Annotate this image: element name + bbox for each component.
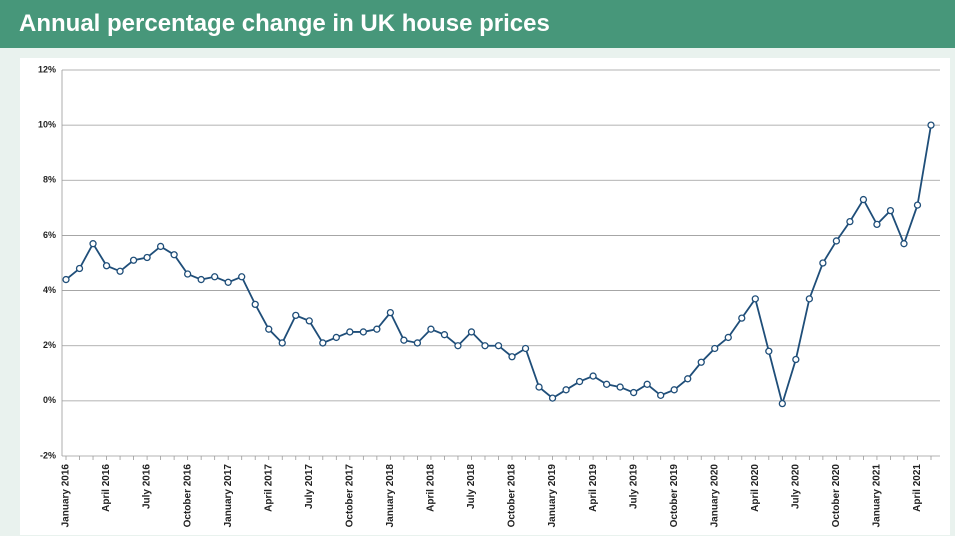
- x-tick-label: April 2016: [101, 464, 112, 512]
- marker: [886, 206, 895, 215]
- x-tick-label: January 2017: [223, 464, 234, 528]
- marker: [359, 328, 367, 336]
- x-tick-label: January 2021: [872, 464, 883, 528]
- x-tick-label: April 2017: [263, 464, 274, 512]
- marker: [156, 242, 165, 251]
- marker: [292, 311, 300, 320]
- marker: [805, 295, 814, 303]
- x-tick-label: January 2018: [385, 464, 396, 528]
- marker: [238, 273, 246, 281]
- x-tick-label: October 2020: [831, 464, 842, 528]
- marker: [89, 240, 97, 248]
- marker: [183, 270, 192, 278]
- y-tick-label: 4%: [43, 285, 56, 295]
- marker: [454, 342, 462, 350]
- marker: [724, 333, 732, 342]
- marker: [143, 253, 151, 262]
- x-tick-label: October 2017: [344, 464, 355, 528]
- marker: [819, 259, 827, 267]
- marker: [832, 237, 841, 245]
- marker: [75, 264, 84, 273]
- x-tick-label: October 2018: [507, 464, 518, 528]
- chart-title: Annual percentage change in UK house pri…: [0, 0, 955, 48]
- marker: [792, 355, 800, 364]
- marker: [129, 256, 138, 264]
- marker: [265, 325, 273, 333]
- marker: [630, 388, 638, 397]
- x-tick-label: July 2018: [466, 464, 477, 509]
- marker: [684, 375, 692, 383]
- marker: [467, 328, 476, 336]
- y-tick-label: 2%: [43, 340, 56, 350]
- marker: [643, 380, 651, 388]
- marker: [197, 275, 205, 284]
- marker: [900, 240, 908, 248]
- marker: [251, 300, 259, 309]
- y-tick-label: 10%: [38, 120, 56, 130]
- marker: [481, 342, 489, 350]
- marker: [846, 217, 854, 226]
- x-tick-label: April 2019: [588, 464, 599, 512]
- marker: [521, 344, 530, 353]
- x-tick-label: July 2019: [628, 464, 639, 509]
- marker: [548, 394, 557, 402]
- y-tick-label: 0%: [43, 395, 56, 405]
- marker: [305, 317, 313, 325]
- marker: [494, 342, 503, 350]
- y-tick-label: 6%: [43, 230, 56, 240]
- marker: [413, 339, 422, 347]
- x-tick-label: July 2016: [142, 464, 153, 509]
- x-tick-label: January 2019: [547, 464, 558, 528]
- x-tick-label: January 2016: [61, 464, 72, 528]
- x-tick-label: April 2020: [750, 464, 761, 512]
- marker: [440, 331, 449, 339]
- marker: [400, 336, 408, 344]
- y-tick-label: 12%: [38, 64, 56, 74]
- marker: [738, 314, 746, 322]
- x-tick-label: July 2020: [790, 464, 801, 509]
- marker: [751, 295, 759, 303]
- marker: [575, 377, 584, 386]
- marker: [508, 353, 516, 361]
- marker: [211, 273, 219, 281]
- marker: [778, 399, 786, 408]
- y-tick-label: 8%: [43, 175, 56, 185]
- marker: [589, 372, 597, 380]
- marker: [616, 383, 624, 391]
- marker: [386, 308, 395, 317]
- marker: [562, 386, 570, 394]
- marker: [657, 391, 665, 399]
- x-tick-label: October 2019: [669, 464, 680, 528]
- y-tick-label: -2%: [40, 450, 56, 460]
- marker: [927, 121, 935, 129]
- x-tick-label: January 2020: [709, 464, 720, 528]
- marker: [62, 275, 70, 284]
- marker: [765, 347, 773, 355]
- marker: [873, 220, 881, 229]
- marker: [373, 325, 381, 333]
- marker: [697, 358, 705, 366]
- marker: [278, 339, 286, 347]
- marker: [670, 386, 678, 394]
- marker: [116, 267, 124, 275]
- x-tick-label: April 2018: [426, 464, 437, 512]
- plot-background: [20, 58, 950, 535]
- x-tick-label: October 2016: [182, 464, 193, 528]
- marker: [913, 201, 922, 209]
- marker: [224, 278, 232, 286]
- marker: [427, 325, 435, 333]
- marker: [346, 328, 354, 336]
- marker: [332, 333, 340, 342]
- x-tick-label: July 2017: [304, 464, 315, 509]
- marker: [859, 195, 868, 204]
- marker: [102, 262, 111, 270]
- marker: [711, 344, 719, 353]
- marker: [170, 251, 178, 259]
- marker: [602, 380, 611, 388]
- marker: [319, 339, 327, 347]
- x-tick-label: April 2021: [912, 464, 923, 512]
- marker: [535, 383, 543, 391]
